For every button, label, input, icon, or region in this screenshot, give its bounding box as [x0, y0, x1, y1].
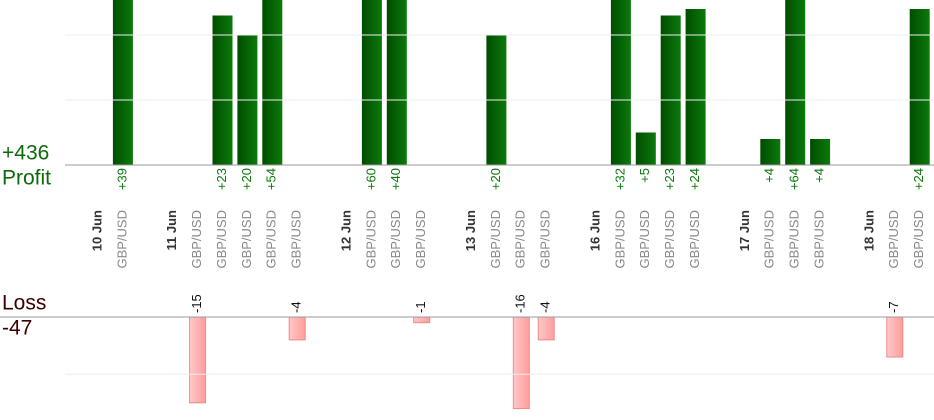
symbol-label: GBP/USD: [189, 210, 204, 269]
symbol-label: GBP/USD: [787, 210, 802, 269]
profit-bar: [212, 15, 233, 165]
loss-label: Loss: [2, 292, 46, 315]
symbol-label: GBP/USD: [264, 210, 279, 269]
symbol-label: GBP/USD: [812, 210, 827, 269]
symbol-label: GBP/USD: [612, 210, 627, 269]
symbol-label: GBP/USD: [662, 210, 677, 269]
loss-bar: [886, 316, 904, 358]
loss-bar: [189, 316, 207, 404]
profit-value-label: +64: [787, 168, 802, 190]
profit-value-label: +23: [662, 168, 677, 190]
date-label: 12 Jun: [338, 210, 353, 251]
profit-bar: [262, 0, 283, 165]
profit-value-label: +4: [762, 168, 777, 183]
profit-value-label: +39: [114, 168, 129, 190]
profit-value-label: +32: [612, 168, 627, 190]
loss-area: [189, 316, 904, 410]
profit-value-label: +23: [214, 168, 229, 190]
profit-value-label: +40: [388, 168, 403, 190]
profit-bar: [112, 0, 133, 165]
profit-label: Profit: [2, 167, 51, 190]
profit-value-label: +24: [687, 168, 702, 190]
symbol-label: GBP/USD: [886, 210, 901, 269]
profit-bar: [610, 0, 631, 165]
profit-total: +436: [2, 142, 49, 165]
symbol-label: GBP/USD: [214, 210, 229, 269]
profit-value-label: +20: [488, 168, 503, 190]
loss-value-label: -7: [886, 301, 901, 313]
profit-bar: [386, 0, 407, 165]
symbol-label: GBP/USD: [114, 210, 129, 269]
profit-bar: [785, 0, 806, 165]
symbol-label: GBP/USD: [687, 210, 702, 269]
symbol-label: GBP/USD: [538, 210, 553, 269]
loss-bar: [537, 316, 555, 341]
loss-bar: [512, 316, 530, 410]
profit-bar: [635, 132, 656, 165]
loss-bar: [288, 316, 306, 341]
symbol-label: GBP/USD: [289, 210, 304, 269]
profit-bar: [361, 0, 382, 165]
profit-value-label: +4: [812, 168, 827, 183]
symbol-label: GBP/USD: [413, 210, 428, 269]
profit-bar: [685, 9, 706, 165]
symbol-label: GBP/USD: [239, 210, 254, 269]
profit-bar: [810, 139, 831, 165]
loss-value-label: -4: [289, 301, 304, 313]
date-label: 10 Jun: [89, 210, 104, 251]
loss-value-label: -15: [189, 294, 204, 313]
loss-bar: [413, 316, 431, 324]
loss-value-label: -16: [513, 294, 528, 313]
symbol-label: GBP/USD: [363, 210, 378, 269]
date-label: 11 Jun: [164, 210, 179, 251]
symbol-label: GBP/USD: [513, 210, 528, 269]
loss-total: -47: [2, 317, 32, 340]
profit-bar: [909, 9, 930, 165]
profit-value-label: +24: [911, 168, 926, 190]
symbol-label: GBP/USD: [388, 210, 403, 269]
profit-bar: [660, 15, 681, 165]
date-label: 17 Jun: [737, 210, 752, 251]
date-label: 16 Jun: [587, 210, 602, 251]
date-label: 18 Jun: [861, 210, 876, 251]
profit-value-label: +20: [239, 168, 254, 190]
profit-bar: [760, 139, 781, 165]
profit-area: [112, 0, 930, 165]
symbol-label: GBP/USD: [762, 210, 777, 269]
date-label: 13 Jun: [463, 210, 478, 251]
loss-value-label: -4: [538, 301, 553, 313]
loss-value-label: -1: [413, 301, 428, 313]
symbol-label: GBP/USD: [911, 210, 926, 269]
profit-value-label: +60: [363, 168, 378, 190]
profit-value-label: +54: [264, 168, 279, 190]
symbol-label: GBP/USD: [488, 210, 503, 269]
profit-value-label: +5: [637, 168, 652, 183]
symbol-label: GBP/USD: [637, 210, 652, 269]
